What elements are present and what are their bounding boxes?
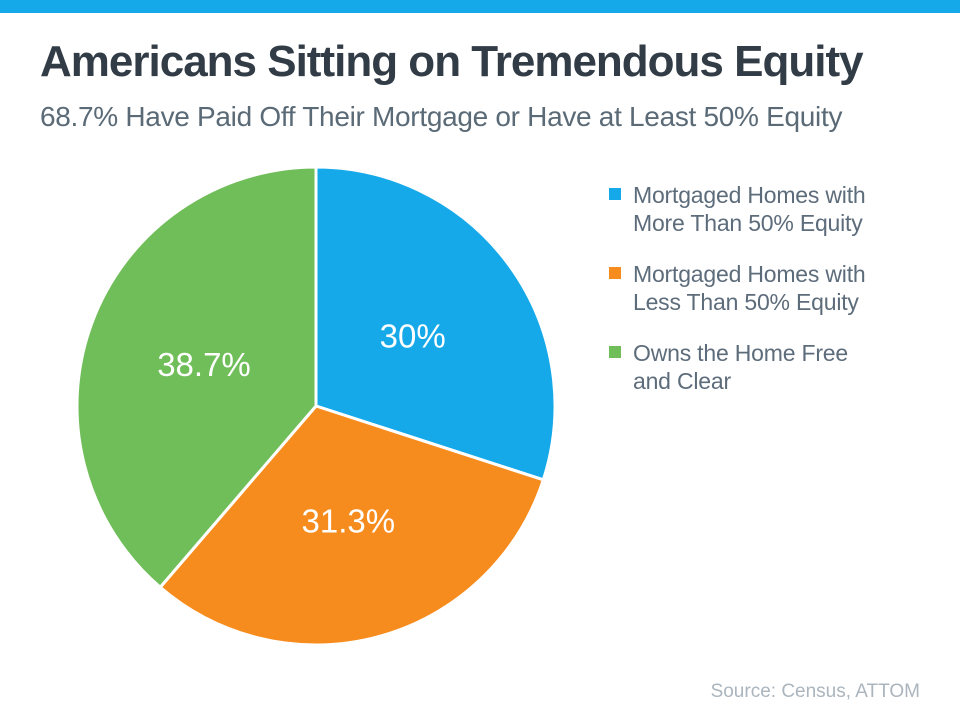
legend-marker-green-icon: [609, 346, 621, 358]
legend-label-line: Mortgaged Homes with: [633, 261, 866, 287]
pie-slice-value-label: 31.3%: [302, 503, 396, 540]
top-accent-bar: [0, 0, 960, 13]
pie-slice-value-label: 38.7%: [157, 346, 251, 383]
legend-label-line: Mortgaged Homes with: [633, 182, 866, 208]
legend-label: Mortgaged Homes with Less Than 50% Equit…: [633, 260, 866, 316]
pie-slice-0: [314, 165, 557, 482]
legend-label-line: and Clear: [633, 368, 731, 394]
legend-label-line: Owns the Home Free: [633, 340, 848, 366]
pie-slice-value-label: 30%: [380, 317, 446, 354]
pie-chart-svg: 30% 31.3% 38.7%: [75, 165, 557, 647]
legend-label-line: More Than 50% Equity: [633, 210, 863, 236]
legend-item-owns-free-and-clear: Owns the Home Free and Clear: [609, 339, 939, 395]
legend-item-less-than-50-equity: Mortgaged Homes with Less Than 50% Equit…: [609, 260, 939, 316]
page-subtitle: 68.7% Have Paid Off Their Mortgage or Ha…: [40, 101, 843, 132]
pie-chart: 30% 31.3% 38.7%: [74, 164, 558, 648]
page-title: Americans Sitting on Tremendous Equity: [40, 37, 864, 86]
source-attribution: Source: Census, ATTOM: [710, 681, 920, 702]
legend-marker-blue-icon: [609, 188, 621, 200]
pie-slice-1: [158, 404, 545, 647]
legend-marker-orange-icon: [609, 267, 621, 279]
legend-item-more-than-50-equity: Mortgaged Homes with More Than 50% Equit…: [609, 181, 939, 237]
chart-legend: Mortgaged Homes with More Than 50% Equit…: [609, 181, 939, 418]
legend-label: Mortgaged Homes with More Than 50% Equit…: [633, 181, 866, 237]
legend-label-line: Less Than 50% Equity: [633, 289, 859, 315]
pie-slice-2: [75, 165, 318, 589]
legend-label: Owns the Home Free and Clear: [633, 339, 848, 395]
